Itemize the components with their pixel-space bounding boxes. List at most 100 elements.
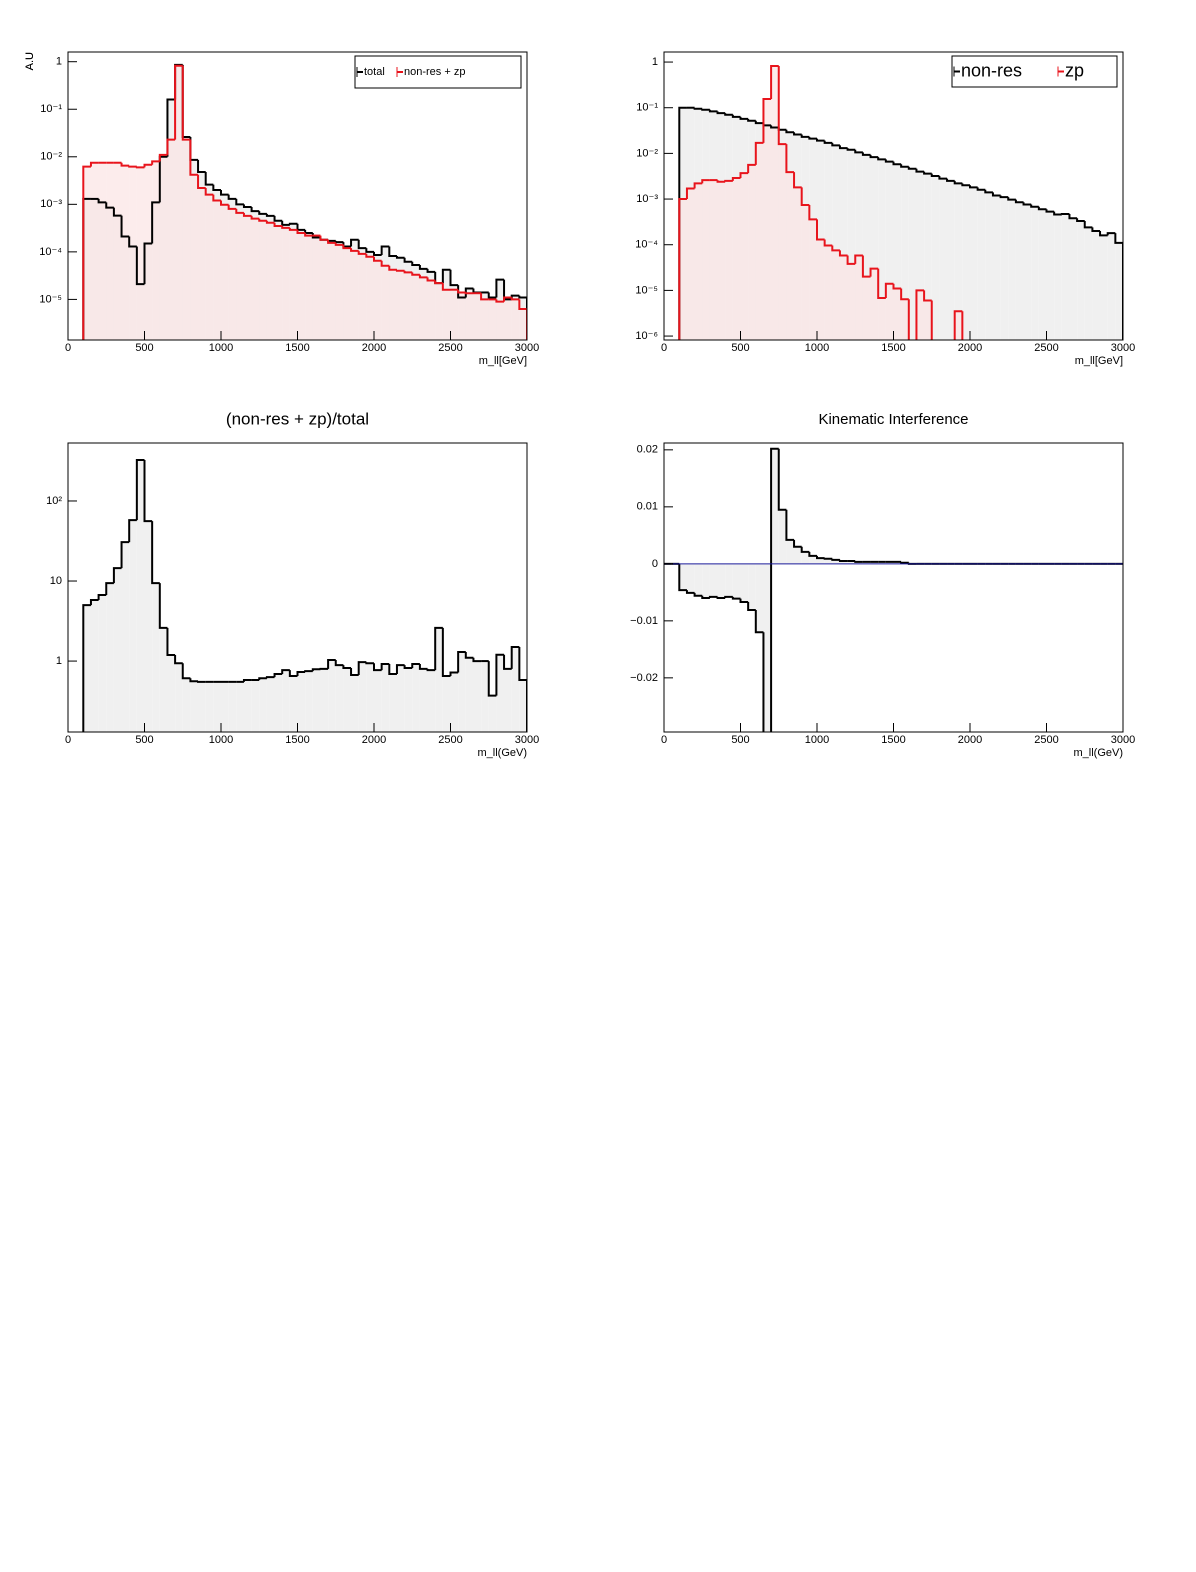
x-axis-label: m_ll[GeV] — [479, 355, 527, 367]
bar-fill — [458, 292, 466, 340]
panel: 0 500 1000 1500 2000 2500 300010⁻⁶10⁻⁵10⁻⁴10⁻³… — [24, 51, 1135, 367]
x-tick-label: 1500 — [285, 342, 309, 354]
bar-fill — [228, 681, 237, 732]
bar-fill — [748, 563, 756, 611]
x-tick-label: 2500 — [438, 734, 462, 746]
step — [1037, 206, 1047, 211]
step — [693, 182, 703, 189]
bar-fill — [366, 256, 374, 340]
chart-title: Kinematic Interference — [818, 411, 968, 428]
step — [1045, 209, 1055, 213]
x-tick-label: 3000 — [1111, 342, 1135, 354]
bar-fill — [748, 164, 756, 340]
bar-fill — [862, 276, 871, 340]
bar-fill — [1107, 233, 1116, 340]
bar-fill — [190, 681, 199, 732]
step — [281, 226, 290, 229]
step — [357, 250, 367, 255]
bar-fill — [83, 166, 91, 340]
step — [510, 297, 520, 301]
bar-fill — [771, 448, 779, 564]
step — [976, 187, 986, 191]
bar-fill — [305, 671, 313, 732]
bar-fill — [1100, 235, 1108, 340]
bar-fill — [427, 280, 436, 340]
bar-fill — [442, 289, 451, 340]
step — [495, 278, 505, 298]
step — [105, 582, 114, 595]
bar-fill — [374, 260, 382, 340]
bar-fill — [679, 563, 687, 591]
bar-fill — [504, 297, 512, 340]
step — [747, 118, 756, 122]
step — [365, 662, 374, 665]
x-axis-label: m_ll(GeV) — [477, 747, 527, 759]
bar-fill — [817, 558, 825, 564]
bar-fill — [213, 200, 221, 340]
x-tick-label: 0 — [661, 342, 667, 354]
x-tick-label: 0 — [65, 342, 71, 354]
step — [166, 138, 176, 155]
bar-fill — [412, 663, 420, 732]
bar-fill — [832, 559, 840, 564]
step — [449, 269, 459, 287]
step — [724, 595, 733, 599]
step — [816, 555, 825, 560]
bar-fill — [939, 178, 948, 340]
bar-fill — [266, 222, 275, 340]
step — [823, 140, 833, 144]
step — [242, 679, 252, 682]
bar-fill — [320, 239, 329, 340]
x-tick-label: 500 — [135, 342, 153, 354]
step — [151, 201, 160, 244]
step — [1014, 199, 1024, 204]
bar-fill — [801, 551, 810, 564]
chart-title: (non-res + zp)/total — [226, 409, 369, 428]
bar-fill — [328, 242, 336, 340]
x-tick-label: 0 — [661, 734, 667, 746]
bar-fill — [717, 181, 726, 340]
panel: 0 500 1000 1500 2000 2500 3000 −0.02 −0.01 0 0.01 0… — [630, 411, 1135, 759]
step — [181, 663, 191, 680]
bar-fill — [496, 301, 505, 340]
step — [1022, 202, 1032, 206]
bar-fill — [412, 274, 420, 340]
y-tick-label: 10² — [46, 495, 62, 507]
x-tick-label: 3000 — [1111, 734, 1135, 746]
step — [288, 227, 298, 231]
step — [166, 98, 176, 157]
step — [892, 283, 902, 290]
legend-box — [951, 55, 1118, 88]
y-tick-label: 10⁻⁴ — [39, 246, 62, 258]
bar-fill — [465, 657, 474, 732]
step — [235, 198, 244, 206]
x-tick-label: 2500 — [1034, 734, 1058, 746]
bar-fill — [458, 651, 466, 732]
step — [1091, 227, 1101, 232]
x-tick-label: 2000 — [362, 342, 386, 354]
bar-fill — [450, 289, 459, 340]
bar-fill — [839, 560, 848, 564]
step — [747, 602, 756, 612]
step — [1030, 204, 1039, 208]
bar-fill — [901, 299, 909, 340]
bar-fill — [106, 162, 114, 340]
step — [128, 165, 137, 168]
x-tick-label: 500 — [731, 734, 749, 746]
step — [785, 129, 795, 134]
bar-fill — [878, 159, 886, 340]
step — [151, 160, 160, 165]
step — [174, 64, 183, 140]
bar-fill — [236, 212, 244, 340]
step — [884, 159, 894, 163]
step — [288, 670, 298, 678]
bar-fill — [824, 142, 833, 340]
y-tick-label: 0.01 — [637, 501, 658, 513]
bar-fill — [121, 165, 130, 340]
step — [250, 215, 260, 220]
step — [487, 661, 497, 697]
legend-box — [354, 55, 522, 89]
step — [754, 120, 764, 125]
step — [388, 265, 397, 271]
bar-fill — [251, 218, 260, 340]
